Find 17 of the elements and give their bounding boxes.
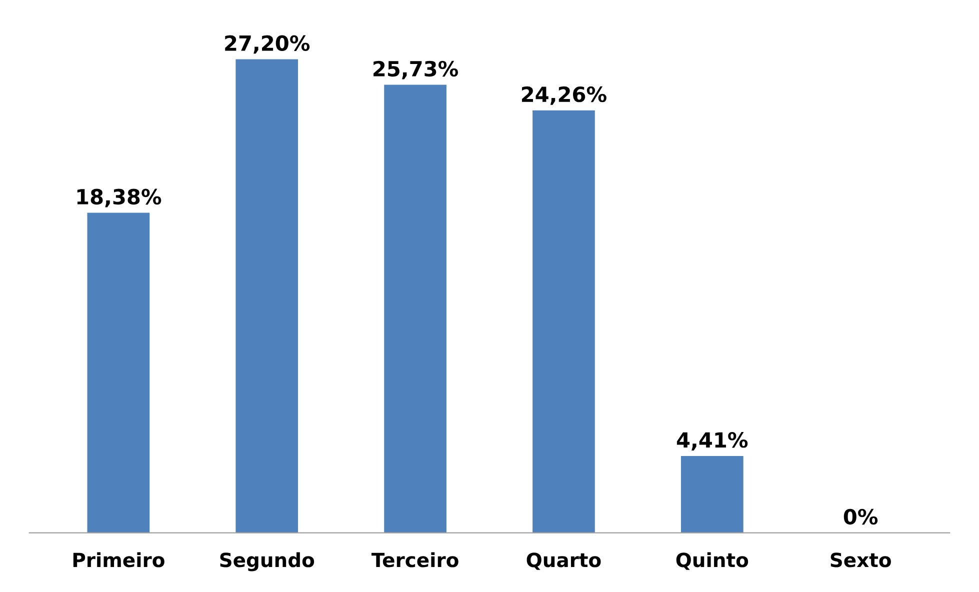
- bar: [384, 84, 446, 533]
- data-label: 0%: [844, 508, 878, 525]
- data-label: 4,41%: [676, 432, 748, 450]
- x-tick-label: Quinto: [676, 552, 748, 570]
- x-tick-label: Quarto: [526, 552, 601, 570]
- bar: [87, 212, 150, 533]
- x-tick-label: Segundo: [220, 552, 314, 572]
- x-tick-label: Terceiro: [371, 552, 458, 568]
- data-label: 24,26%: [522, 86, 606, 105]
- bar: [236, 59, 298, 533]
- x-tick-label: Sexto: [830, 552, 891, 568]
- x-tick-label: Primeiro: [73, 552, 164, 568]
- bar: [680, 456, 744, 533]
- bar: [532, 110, 595, 533]
- data-label: 25,73%: [374, 60, 458, 80]
- data-label: 18,38%: [77, 188, 162, 208]
- data-label: 27,20%: [225, 35, 310, 54]
